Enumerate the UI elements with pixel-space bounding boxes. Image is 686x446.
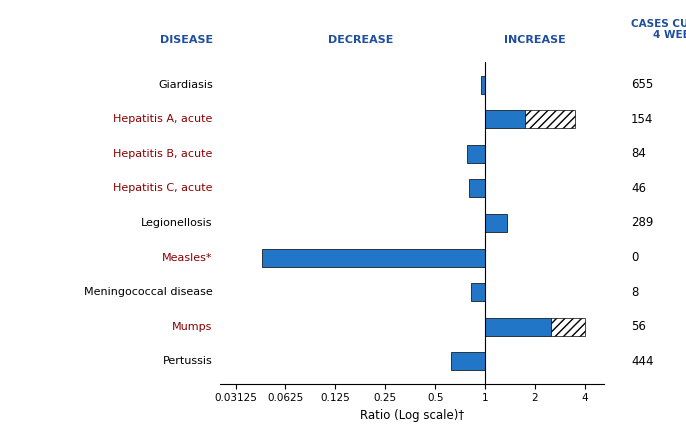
- Text: Measles*: Measles*: [162, 252, 213, 263]
- Bar: [482, 76, 485, 94]
- Bar: [525, 111, 575, 128]
- Text: INCREASE: INCREASE: [504, 35, 566, 45]
- Bar: [469, 179, 485, 198]
- Text: Hepatitis B, acute: Hepatitis B, acute: [113, 149, 213, 159]
- Text: DISEASE: DISEASE: [160, 35, 213, 45]
- Bar: [485, 111, 525, 128]
- Text: Mumps: Mumps: [172, 322, 213, 331]
- Bar: [551, 318, 584, 335]
- Text: Hepatitis A, acute: Hepatitis A, acute: [113, 115, 213, 124]
- Text: 154: 154: [631, 113, 654, 126]
- Bar: [485, 318, 551, 335]
- Text: 0: 0: [631, 251, 639, 264]
- Text: 46: 46: [631, 182, 646, 195]
- Text: 444: 444: [631, 355, 654, 368]
- Text: CASES CURRENT
4 WEEKS: CASES CURRENT 4 WEEKS: [631, 19, 686, 40]
- Text: 84: 84: [631, 148, 646, 161]
- Text: Giardiasis: Giardiasis: [158, 80, 213, 90]
- Text: Hepatitis C, acute: Hepatitis C, acute: [113, 183, 213, 194]
- Text: DECREASE: DECREASE: [328, 35, 393, 45]
- Text: Pertussis: Pertussis: [163, 356, 213, 366]
- Bar: [451, 352, 485, 370]
- Text: Legionellosis: Legionellosis: [141, 218, 213, 228]
- Text: 56: 56: [631, 320, 646, 333]
- Bar: [262, 248, 485, 267]
- Bar: [471, 283, 485, 301]
- Bar: [485, 214, 507, 232]
- Text: 8: 8: [631, 285, 639, 298]
- Bar: [467, 145, 485, 163]
- Text: 289: 289: [631, 216, 654, 230]
- X-axis label: Ratio (Log scale)†: Ratio (Log scale)†: [359, 409, 464, 422]
- Text: Meningococcal disease: Meningococcal disease: [84, 287, 213, 297]
- Text: 655: 655: [631, 78, 653, 91]
